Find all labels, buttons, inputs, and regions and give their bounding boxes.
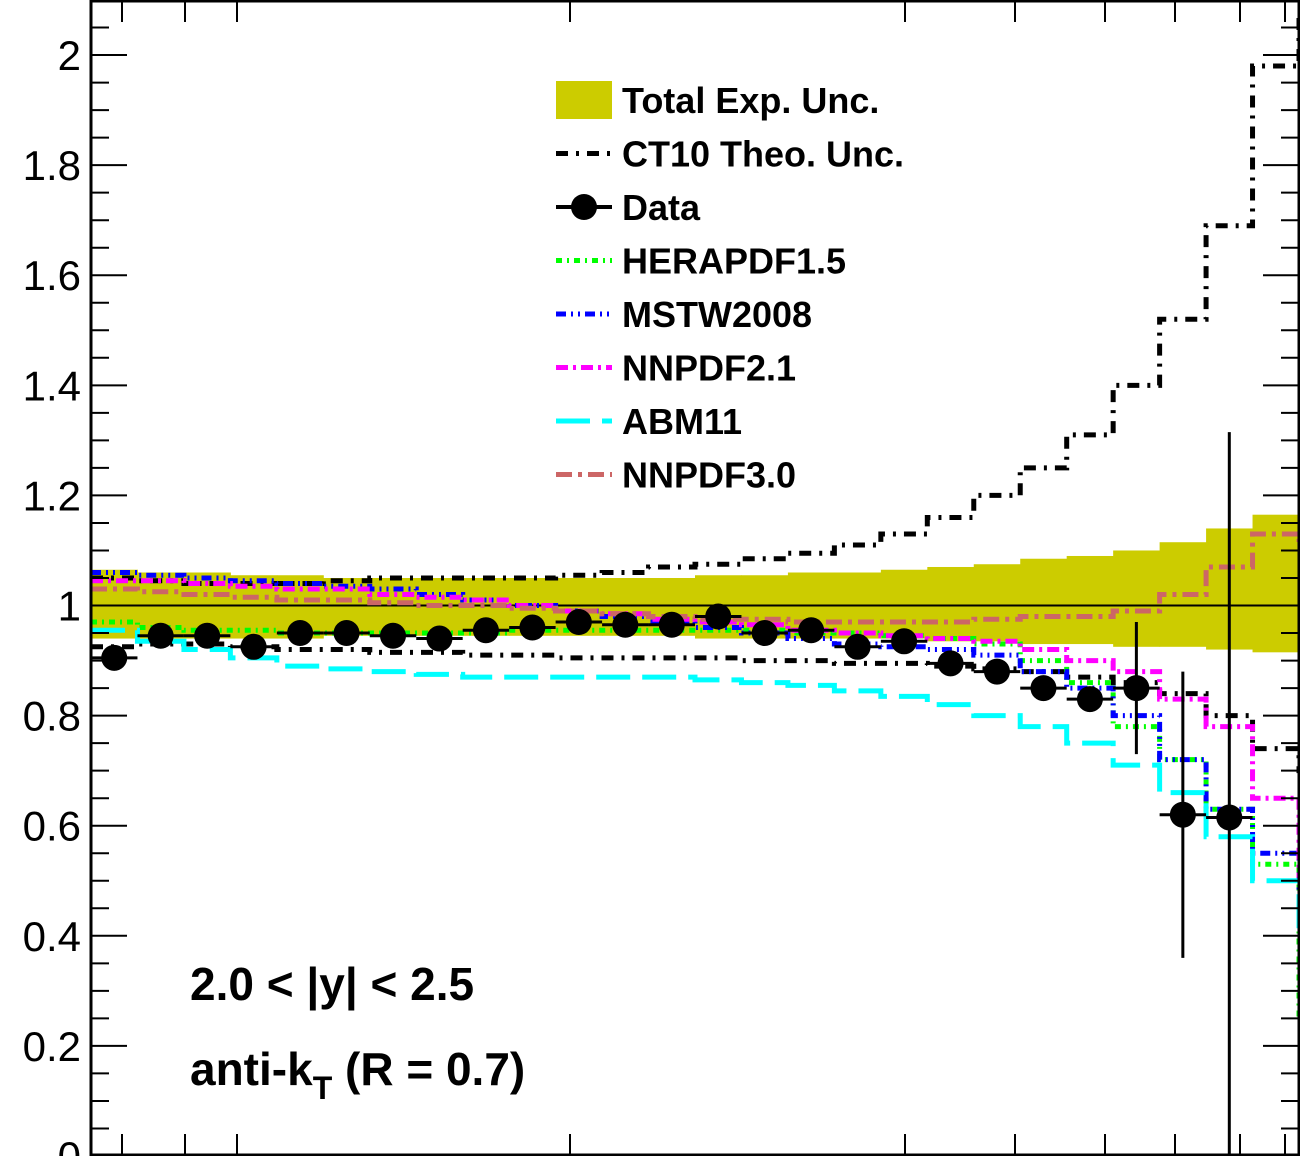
data-point bbox=[798, 617, 825, 644]
y-tick-label: 0 bbox=[58, 1133, 81, 1156]
legend-label: Total Exp. Unc. bbox=[622, 80, 879, 121]
exp-unc-band-bin bbox=[880, 569, 928, 639]
data-point bbox=[380, 622, 406, 649]
jet-algorithm-annotation: anti-kT (R = 0.7) bbox=[190, 1043, 525, 1106]
data-point bbox=[472, 617, 499, 644]
rapidity-annotation: 2.0 < |y| < 2.5 bbox=[190, 958, 474, 1010]
data-point bbox=[333, 620, 360, 647]
series-ct10-theo-unc--upper bbox=[91, 8, 1300, 587]
data-point bbox=[937, 650, 964, 677]
legend-label: ABM11 bbox=[622, 401, 742, 442]
y-tick-label: 1.6 bbox=[23, 252, 81, 299]
data-point bbox=[751, 620, 778, 647]
data-point bbox=[612, 611, 639, 638]
y-tick-label: 1.2 bbox=[23, 472, 81, 519]
legend-label: MSTW2008 bbox=[622, 294, 812, 335]
data-point bbox=[519, 614, 546, 641]
annotations: 2.0 < |y| < 2.5 anti-kT (R = 0.7) bbox=[190, 958, 525, 1106]
data-point bbox=[984, 658, 1010, 685]
data-point bbox=[147, 622, 174, 649]
data-point bbox=[1216, 804, 1243, 831]
series-ct10-theo-unc--lower bbox=[91, 641, 1300, 774]
jet-algorithm-text: anti-k bbox=[190, 1043, 313, 1095]
data-point bbox=[658, 611, 685, 638]
data-point bbox=[194, 622, 221, 649]
data-point bbox=[705, 603, 732, 630]
exp-unc-band-bin bbox=[1252, 514, 1300, 653]
exp-unc-band-bin bbox=[927, 566, 975, 642]
data-point bbox=[240, 633, 267, 660]
y-tick-label: 2 bbox=[58, 32, 81, 79]
exp-unc-band-bin bbox=[1066, 555, 1114, 645]
y-tick-label: 0.2 bbox=[23, 1023, 81, 1070]
data-point bbox=[1169, 801, 1196, 828]
legend: Total Exp. Unc. CT10 Theo. Unc. Data HERAPD… bbox=[556, 80, 904, 496]
legend-label: Data bbox=[622, 187, 701, 228]
legend-label: NNPDF3.0 bbox=[622, 455, 796, 496]
y-tick-label: 1.8 bbox=[23, 142, 81, 189]
y-tick-label: 1.4 bbox=[23, 362, 81, 409]
exp-unc-band-bin bbox=[1020, 558, 1068, 645]
legend-swatch-band bbox=[556, 81, 612, 119]
data-point bbox=[1030, 675, 1057, 702]
data-point bbox=[844, 633, 871, 660]
y-tick-label: 1 bbox=[58, 583, 81, 630]
y-tick-label: 0.4 bbox=[23, 913, 81, 960]
data-point bbox=[287, 620, 314, 647]
data-points-layer bbox=[91, 432, 1253, 1156]
exp-unc-band-bin bbox=[973, 564, 1021, 642]
data-point bbox=[426, 625, 453, 652]
legend-swatch-marker bbox=[571, 194, 597, 220]
y-tick-label: 0.6 bbox=[23, 803, 81, 850]
data-point bbox=[1076, 686, 1103, 713]
y-tick-label: 0.8 bbox=[23, 693, 81, 740]
data-point bbox=[891, 628, 918, 655]
legend-label: HERAPDF1.5 bbox=[622, 241, 846, 282]
series-abm11 bbox=[91, 627, 1300, 939]
data-point bbox=[1123, 675, 1150, 702]
axes: 0 0.2 0.4 0.6 0.8 1 1.2 1.4 1.6 1.8 2 bbox=[23, 0, 1300, 1156]
jet-algorithm-subscript: T bbox=[313, 1070, 333, 1106]
data-point bbox=[565, 609, 592, 636]
legend-label: CT10 Theo. Unc. bbox=[622, 134, 904, 175]
legend-label: NNPDF2.1 bbox=[622, 348, 796, 389]
data-point bbox=[101, 644, 128, 671]
jet-algorithm-suffix: (R = 0.7) bbox=[332, 1043, 525, 1095]
